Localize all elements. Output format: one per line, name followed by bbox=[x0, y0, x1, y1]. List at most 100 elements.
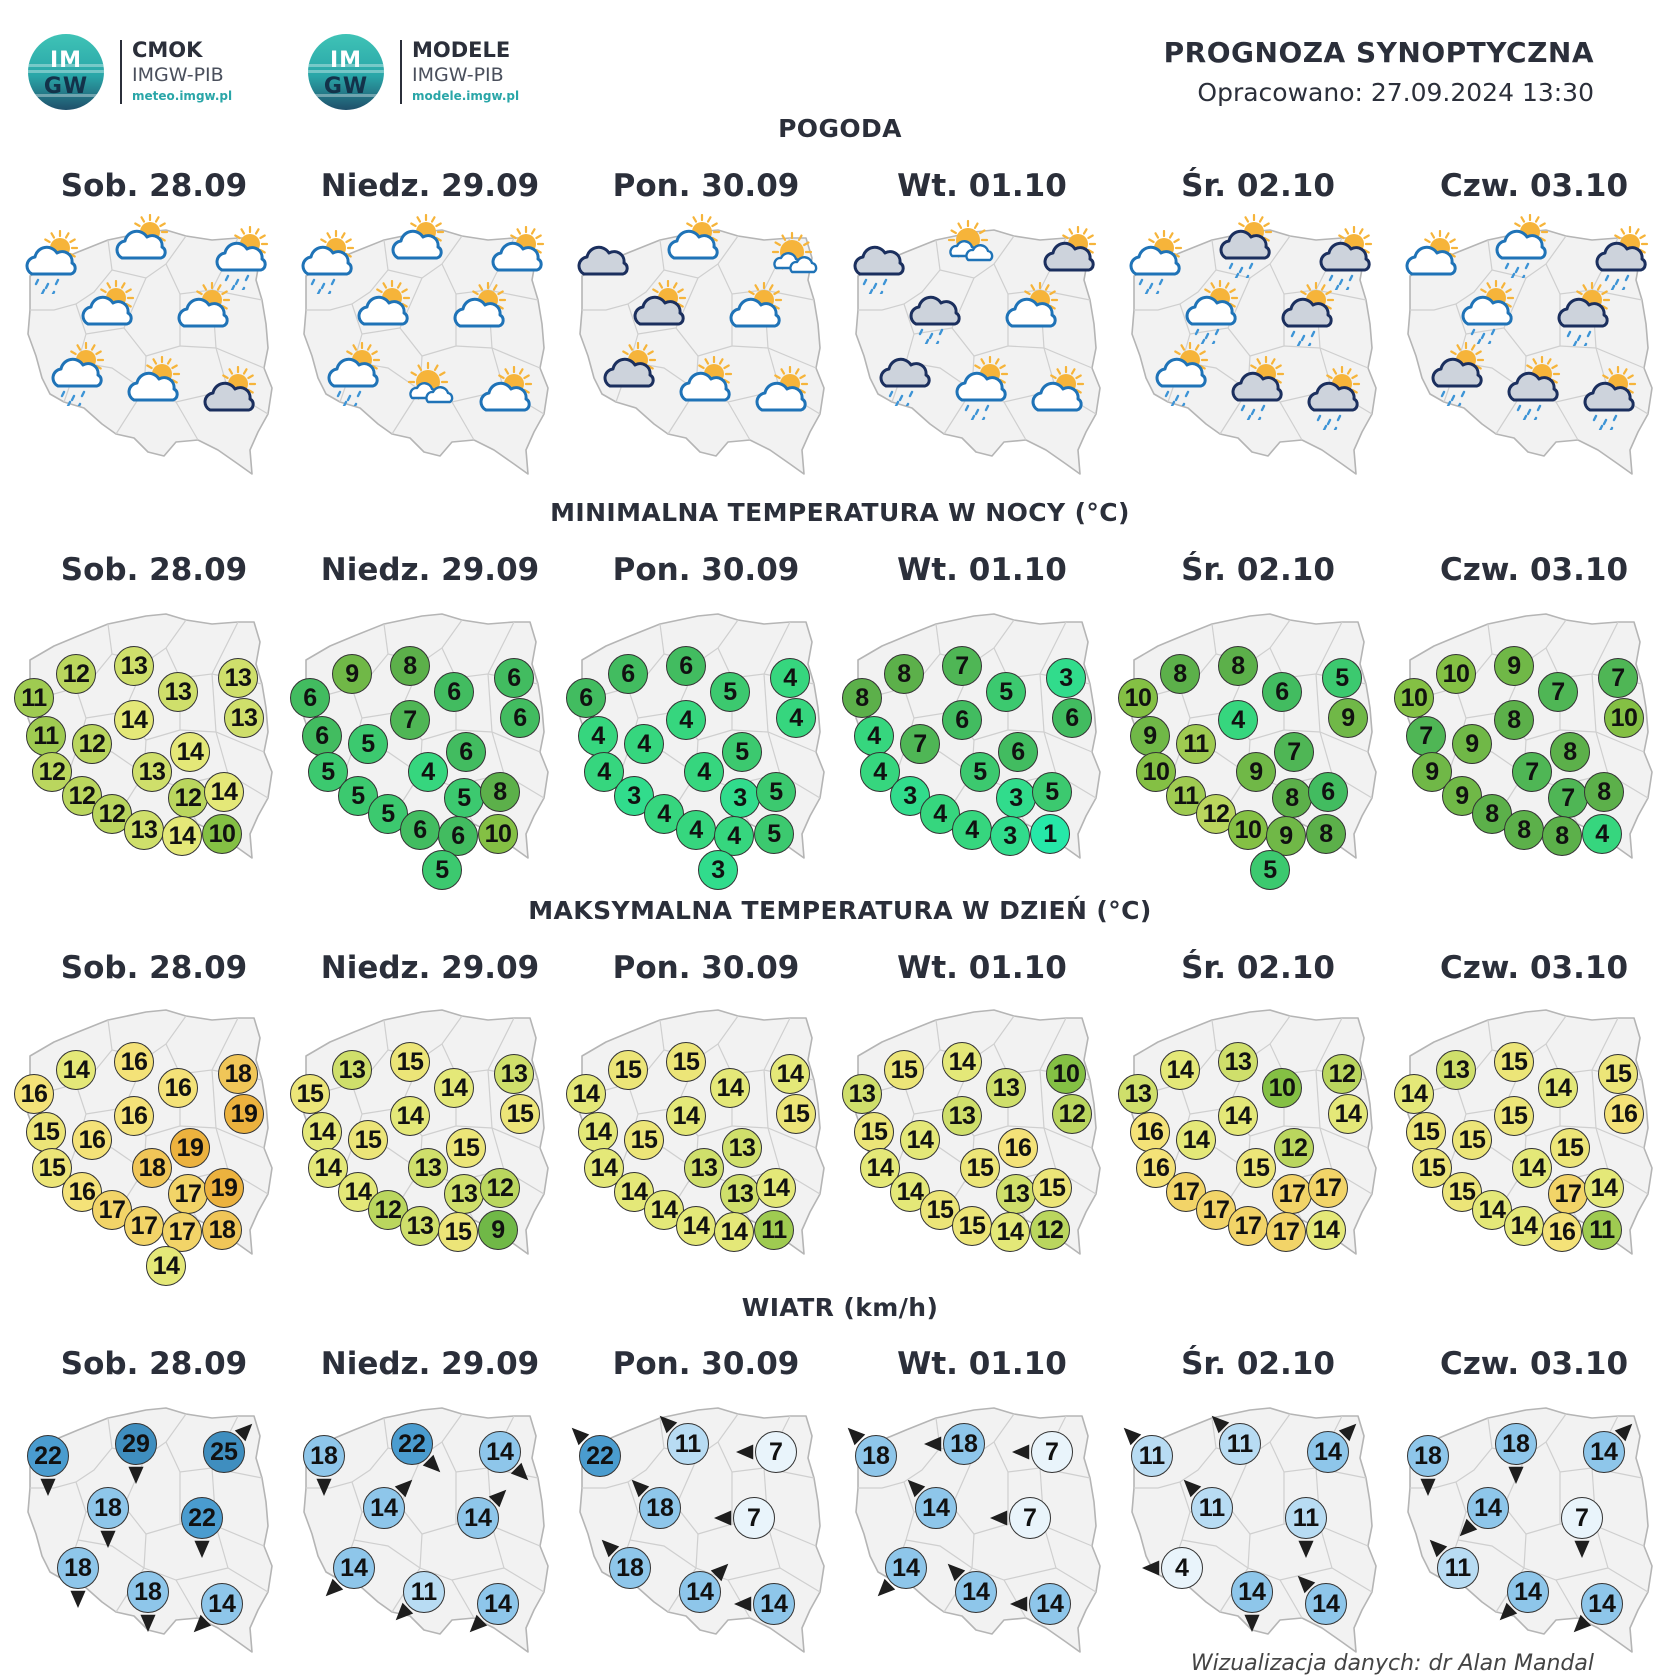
temperature-marker: 7 bbox=[1512, 752, 1552, 792]
temperature-marker: 14 bbox=[1538, 1068, 1578, 1108]
temperature-marker: 15 bbox=[500, 1094, 540, 1134]
temperature-marker: 8 bbox=[1218, 646, 1258, 686]
wind-direction-arrow-icon bbox=[128, 1466, 144, 1484]
logo-url-link[interactable]: modele.imgw.pl bbox=[412, 89, 520, 103]
temperature-marker: 14 bbox=[434, 1068, 474, 1108]
wind-direction-arrow-icon bbox=[631, 1479, 650, 1498]
temperature-marker: 14 bbox=[338, 1172, 378, 1212]
sun-small-clouds-icon bbox=[407, 361, 454, 404]
wind-marker: 14 bbox=[894, 1466, 978, 1550]
temperature-marker: 15 bbox=[1452, 1120, 1492, 1160]
temperature-marker: 12 bbox=[168, 778, 208, 818]
sun-cloud-rain-icon bbox=[215, 226, 269, 290]
temperature-marker: 14 bbox=[714, 1212, 754, 1252]
temperature-marker: 15 bbox=[952, 1206, 992, 1246]
temperature-marker: 13 bbox=[158, 672, 198, 712]
temperature-marker: 4 bbox=[676, 810, 716, 850]
wind-speed-value: 18 bbox=[57, 1547, 99, 1589]
temperature-marker: 14 bbox=[56, 1050, 96, 1090]
temperature-marker: 3 bbox=[720, 778, 760, 818]
temperature-marker: 16 bbox=[1604, 1094, 1644, 1134]
day-label: Niedz. 29.09 bbox=[320, 950, 540, 986]
temperature-marker: 16 bbox=[1130, 1112, 1170, 1152]
wind-marker: 14 bbox=[864, 1526, 948, 1610]
sun-cloud-icon bbox=[679, 356, 733, 402]
page-title: PROGNOZA SYNOPTYCZNA bbox=[1163, 36, 1594, 69]
temperature-marker: 13 bbox=[218, 658, 258, 698]
temperature-marker: 18 bbox=[202, 1210, 242, 1250]
sun-cloud-icon bbox=[357, 280, 411, 326]
wind-marker: 14 bbox=[1286, 1410, 1370, 1494]
sun-cloud-icon bbox=[81, 280, 135, 326]
temperature-marker: 14 bbox=[676, 1206, 716, 1246]
wind-speed-value: 7 bbox=[733, 1497, 775, 1539]
temperature-marker: 16 bbox=[158, 1068, 198, 1108]
temperature-marker: 18 bbox=[218, 1054, 258, 1094]
logo-subtitle: IMGW-PIB bbox=[132, 64, 224, 86]
temperature-marker: 14 bbox=[1584, 1168, 1624, 1208]
sun-cloud-icon bbox=[115, 214, 169, 260]
temperature-marker: 17 bbox=[1548, 1174, 1588, 1214]
temperature-marker: 6 bbox=[566, 678, 606, 718]
day-label: Sob. 28.09 bbox=[60, 168, 248, 204]
temperature-marker: 15 bbox=[1442, 1172, 1482, 1212]
weather-map-panel bbox=[568, 214, 844, 498]
temperature-marker: 14 bbox=[1328, 1094, 1368, 1134]
temperature-marker: 10 bbox=[1436, 654, 1476, 694]
temperature-marker: 12 bbox=[1030, 1210, 1070, 1250]
sun-cloud-rain-icon bbox=[1495, 214, 1549, 278]
temperature-marker: 14 bbox=[1504, 1206, 1544, 1246]
temperature-marker: 14 bbox=[1394, 1074, 1434, 1114]
wind-speed-value: 14 bbox=[1029, 1583, 1071, 1625]
wind-direction-arrow-icon bbox=[194, 1540, 210, 1558]
temperature-marker: 7 bbox=[1274, 732, 1314, 772]
wind-marker: 14 bbox=[312, 1526, 396, 1610]
temperature-marker: 14 bbox=[1218, 1096, 1258, 1136]
temperature-marker: 19 bbox=[224, 1094, 264, 1134]
day-label: Niedz. 29.09 bbox=[320, 168, 540, 204]
temperature-marker: 5 bbox=[444, 778, 484, 818]
day-label: Wt. 01.10 bbox=[897, 168, 1067, 204]
logo-url-link[interactable]: meteo.imgw.pl bbox=[132, 89, 233, 103]
temperature-marker: 12 bbox=[1052, 1094, 1092, 1134]
temperature-marker: 12 bbox=[56, 654, 96, 694]
dark-sun-cloud-rain-icon bbox=[1507, 356, 1561, 420]
max-temp-map-panel: 15 13 15 14 13 15 14 14 15 15 14 13 14 13 12 12 13 15 9 bbox=[290, 998, 568, 1278]
temperature-marker: 13 bbox=[722, 1128, 762, 1168]
wind-direction-arrow-icon bbox=[193, 1614, 212, 1633]
wind-map-panel: 18 18 7 14 7 14 14 14 bbox=[844, 1396, 1120, 1676]
max-temp-map-panel: 13 14 13 10 12 14 14 16 14 12 16 15 17 17 17 17 17 17 14 bbox=[1118, 998, 1396, 1278]
wind-speed-value: 14 bbox=[915, 1487, 957, 1529]
temperature-marker: 15 bbox=[884, 1050, 924, 1090]
wind-direction-arrow-icon bbox=[1573, 1614, 1592, 1633]
wind-speed-value: 7 bbox=[1031, 1431, 1073, 1473]
imgw-logo-icon: IM GW bbox=[28, 34, 104, 110]
temperature-marker: 16 bbox=[1542, 1212, 1582, 1252]
temperature-marker: 17 bbox=[1266, 1212, 1306, 1252]
temperature-marker: 4 bbox=[1582, 814, 1622, 854]
day-label: Wt. 01.10 bbox=[897, 1346, 1067, 1382]
temperature-marker: 15 bbox=[854, 1112, 894, 1152]
wind-marker: 22 bbox=[558, 1414, 642, 1498]
wind-marker: 14 bbox=[1446, 1466, 1530, 1550]
wind-marker: 18 bbox=[834, 1414, 918, 1498]
wind-speed-value: 22 bbox=[579, 1435, 621, 1477]
dark-sun-cloud-icon bbox=[203, 366, 257, 412]
wind-speed-value: 22 bbox=[181, 1497, 223, 1539]
day-label: Czw. 03.10 bbox=[1439, 950, 1629, 986]
temperature-marker: 8 bbox=[390, 646, 430, 686]
temperature-marker: 18 bbox=[132, 1148, 172, 1188]
wind-marker: 14 bbox=[1008, 1562, 1092, 1646]
temperature-marker: 15 bbox=[1550, 1128, 1590, 1168]
wind-speed-value: 14 bbox=[1581, 1583, 1623, 1625]
wind-speed-value: 18 bbox=[855, 1435, 897, 1477]
temperature-marker: 9 bbox=[1266, 816, 1306, 856]
sun-cloud-icon bbox=[667, 214, 721, 260]
wind-direction-arrow-icon bbox=[877, 1578, 896, 1597]
wind-speed-value: 11 bbox=[1437, 1547, 1479, 1589]
temperature-marker: 16 bbox=[72, 1120, 112, 1160]
temperature-marker: 4 bbox=[666, 700, 706, 740]
dark-cloud-rain-icon bbox=[879, 357, 931, 406]
dark-sun-cloud-rain-icon bbox=[1583, 366, 1637, 430]
dark-sun-cloud-rain-icon bbox=[1219, 214, 1273, 278]
